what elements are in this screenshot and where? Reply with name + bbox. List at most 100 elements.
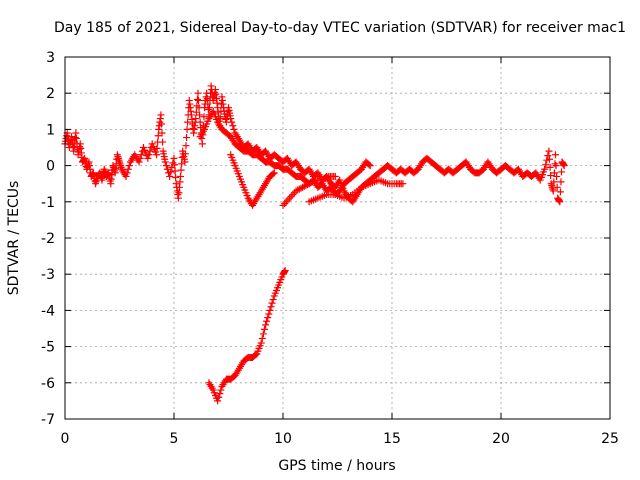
data-point-interp [145, 151, 153, 159]
data-point-interp [146, 147, 154, 155]
series-branch-c [305, 176, 407, 206]
data-point-interp [323, 173, 331, 181]
data-point [161, 158, 169, 166]
y-tick-label: -1 [41, 195, 55, 211]
x-axis-label: GPS time / hours [278, 458, 395, 474]
data-point [194, 89, 202, 97]
y-tick-label: -4 [41, 303, 55, 319]
data-point-interp [205, 104, 213, 112]
series-lower-branch [205, 267, 289, 405]
data-point [177, 172, 185, 180]
data-point [183, 125, 191, 133]
data-point-interp [177, 166, 185, 174]
chart-title: Day 185 of 2021, Sidereal Day-to-day VTE… [54, 20, 626, 36]
x-tick-label: 25 [601, 431, 619, 447]
data-point-interp [181, 150, 189, 158]
data-point-interp [269, 296, 277, 304]
y-tick-label: -3 [41, 267, 55, 283]
data-point [545, 147, 553, 155]
data-point-interp [550, 169, 558, 177]
data-point-interp [136, 154, 144, 162]
data-point [270, 169, 278, 177]
data-point-interp [196, 111, 204, 119]
data-point-interp [550, 178, 558, 186]
data-point-interp [154, 132, 162, 140]
series-main [61, 82, 568, 206]
data-point-interp [182, 142, 190, 150]
data-point-interp [125, 162, 133, 170]
data-point [257, 339, 265, 347]
data-point-interp [171, 161, 179, 169]
data-point-interp [184, 118, 192, 126]
series-branch-b [279, 172, 339, 209]
y-tick-label: 1 [46, 122, 55, 138]
data-point [279, 201, 287, 209]
data-point-interp [200, 113, 208, 121]
data-point-interp [193, 96, 201, 104]
data-point-interp [216, 115, 224, 123]
data-point-interp [553, 183, 561, 191]
data-point [262, 321, 270, 329]
data-point [166, 172, 174, 180]
data-point [157, 111, 165, 119]
data-point-interp [252, 351, 260, 359]
y-tick-label: -5 [41, 340, 55, 356]
data-point [181, 158, 189, 166]
data-point-interp [557, 178, 565, 186]
data-point-interp [287, 192, 295, 200]
data-point-interp [547, 172, 555, 180]
data-point-interp [552, 162, 560, 170]
y-tick-label: -6 [41, 376, 55, 392]
data-point-interp [365, 161, 373, 169]
data-point [170, 154, 178, 162]
data-point [214, 397, 222, 405]
data-point-interp [229, 122, 237, 130]
data-point-interp [551, 160, 559, 168]
data-point [198, 140, 206, 148]
data-point [153, 151, 161, 159]
data-point [135, 158, 143, 166]
y-tick-label: -2 [41, 231, 55, 247]
data-point [366, 162, 374, 170]
data-point [541, 165, 549, 173]
data-point-interp [159, 138, 167, 146]
data-point-interp [556, 188, 564, 196]
data-point-interp [157, 120, 165, 128]
data-point-interp [546, 155, 554, 163]
data-point-interp [123, 169, 131, 177]
data-point-interp [217, 386, 225, 394]
data-point-interp [265, 310, 273, 318]
data-point-interp [542, 161, 550, 169]
series-upper-branch [196, 107, 374, 199]
data-point-interp [310, 177, 318, 185]
data-point-interp [259, 330, 267, 338]
grid-lines [65, 57, 610, 419]
data-point-interp [258, 334, 266, 342]
data-point-interp [264, 314, 272, 322]
data-point-interp [153, 144, 161, 152]
data-point-interp [260, 325, 268, 333]
x-tick-label: 10 [274, 431, 292, 447]
data-point [122, 172, 130, 180]
data-point [556, 198, 564, 206]
data-point [144, 154, 152, 162]
series-branch-a [227, 151, 278, 209]
data-point-interp [162, 162, 170, 170]
data-point-interp [158, 129, 166, 137]
data-point-interp [544, 152, 552, 160]
data-point-interp [215, 393, 223, 401]
x-tick-label: 0 [61, 431, 70, 447]
y-tick-label: 3 [46, 50, 55, 66]
x-tick-label: 15 [383, 431, 401, 447]
data-point-interp [171, 167, 179, 175]
data-point [552, 151, 559, 159]
data-point-interp [183, 134, 191, 142]
data-point-interp [282, 198, 290, 206]
data-point-interp [269, 170, 277, 178]
data-point [281, 267, 289, 275]
data-point-interp [557, 168, 565, 176]
data-point [560, 162, 568, 170]
data-points [61, 82, 568, 405]
data-point-interp [216, 390, 224, 398]
